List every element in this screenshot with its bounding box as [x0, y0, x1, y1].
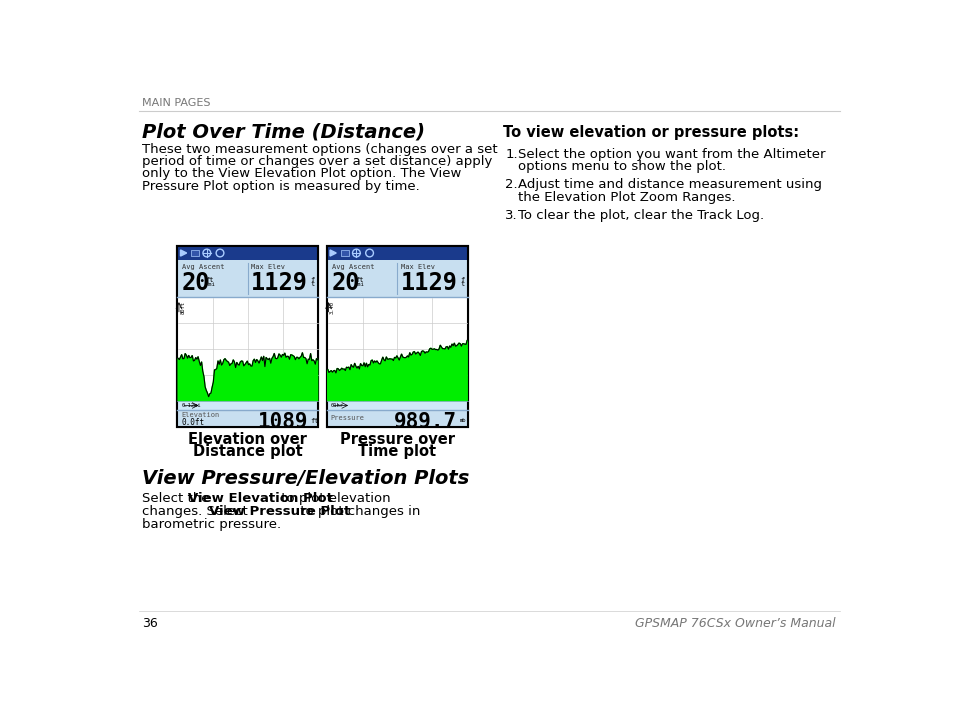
Polygon shape — [330, 250, 335, 256]
Text: period of time or changes over a set distance) apply: period of time or changes over a set dis… — [142, 155, 493, 168]
Text: changes. Select: changes. Select — [142, 505, 253, 518]
Text: 0.12mi: 0.12mi — [181, 403, 200, 408]
Bar — [328, 298, 467, 401]
Text: Elevation over: Elevation over — [189, 432, 307, 447]
Text: to plot elevation: to plot elevation — [276, 492, 390, 505]
Text: View Elevation Plot: View Elevation Plot — [188, 492, 333, 505]
Text: only to the View Elevation Plot option. The View: only to the View Elevation Plot option. … — [142, 168, 461, 180]
Text: t: t — [311, 281, 314, 288]
Polygon shape — [180, 250, 187, 256]
Text: Elevation: Elevation — [181, 412, 219, 418]
Text: To view elevation or pressure plots:: To view elevation or pressure plots: — [502, 125, 799, 140]
Bar — [177, 246, 318, 427]
Bar — [327, 401, 468, 410]
Text: Max Elev: Max Elev — [251, 263, 285, 270]
Text: Select the: Select the — [142, 492, 214, 505]
Text: ft: ft — [311, 418, 319, 424]
Text: 1129: 1129 — [251, 271, 308, 295]
Text: GPSMAP 76CSx Owner’s Manual: GPSMAP 76CSx Owner’s Manual — [634, 617, 835, 630]
Text: 20: 20 — [182, 271, 211, 295]
Text: Pressure Plot option is measured by time.: Pressure Plot option is measured by time… — [142, 180, 420, 193]
Bar — [327, 410, 468, 427]
Text: 3.40: 3.40 — [330, 301, 335, 314]
Text: 20: 20 — [332, 271, 359, 295]
Text: 0.0ft: 0.0ft — [181, 418, 204, 427]
Text: barometric pressure.: barometric pressure. — [142, 518, 281, 531]
Text: Pressure: Pressure — [331, 415, 364, 421]
Text: These two measurement options (changes over a set: These two measurement options (changes o… — [142, 142, 497, 155]
Bar — [327, 260, 468, 297]
Text: mb: mb — [459, 418, 466, 422]
Text: options menu to show the plot.: options menu to show the plot. — [517, 160, 725, 173]
Text: Select the option you want from the Altimeter: Select the option you want from the Alti… — [517, 147, 825, 160]
Text: Avg Ascent: Avg Ascent — [182, 263, 224, 270]
Text: ft: ft — [355, 277, 363, 283]
Bar — [327, 246, 468, 427]
Text: /mi: /mi — [205, 281, 214, 286]
Text: Plot Over Time (Distance): Plot Over Time (Distance) — [142, 122, 425, 142]
Bar — [327, 246, 468, 427]
Text: 3.: 3. — [505, 209, 517, 222]
Text: 1.: 1. — [505, 147, 517, 160]
Text: 36: 36 — [142, 617, 158, 630]
Text: To clear the plot, clear the Track Log.: To clear the plot, clear the Track Log. — [517, 209, 763, 222]
Text: Distance plot: Distance plot — [193, 444, 302, 459]
Bar — [327, 246, 468, 260]
Text: 80ft: 80ft — [180, 301, 185, 314]
Text: Adjust time and distance measurement using: Adjust time and distance measurement usi… — [517, 178, 821, 191]
Text: MAIN PAGES: MAIN PAGES — [142, 98, 211, 108]
Polygon shape — [328, 340, 467, 401]
Text: Max Elev: Max Elev — [400, 263, 435, 270]
Bar — [177, 401, 318, 410]
Text: 989.7: 989.7 — [394, 412, 456, 432]
Bar — [177, 260, 318, 297]
Bar — [177, 246, 318, 427]
Polygon shape — [178, 353, 317, 401]
Text: f: f — [459, 277, 464, 283]
Text: to plot changes in: to plot changes in — [295, 505, 420, 518]
Text: View Pressure/Elevation Plots: View Pressure/Elevation Plots — [142, 469, 470, 488]
Text: 2.: 2. — [505, 178, 517, 191]
Text: Pressure over: Pressure over — [339, 432, 455, 447]
Bar — [177, 246, 318, 260]
Text: 01hr: 01hr — [331, 403, 343, 408]
Text: 1089: 1089 — [256, 412, 307, 432]
Text: t: t — [459, 281, 464, 288]
Bar — [340, 250, 348, 256]
Bar — [177, 410, 318, 427]
Text: the Elevation Plot Zoom Ranges.: the Elevation Plot Zoom Ranges. — [517, 190, 735, 203]
Text: f: f — [311, 277, 314, 283]
Text: View Pressure Plot: View Pressure Plot — [209, 505, 350, 518]
Bar — [178, 298, 317, 401]
Text: ft: ft — [205, 277, 213, 283]
Text: 1129: 1129 — [400, 271, 457, 295]
Text: Time plot: Time plot — [358, 444, 436, 459]
Text: /mi: /mi — [355, 281, 364, 286]
Bar — [192, 250, 199, 256]
Text: Avg Ascent: Avg Ascent — [332, 263, 374, 270]
